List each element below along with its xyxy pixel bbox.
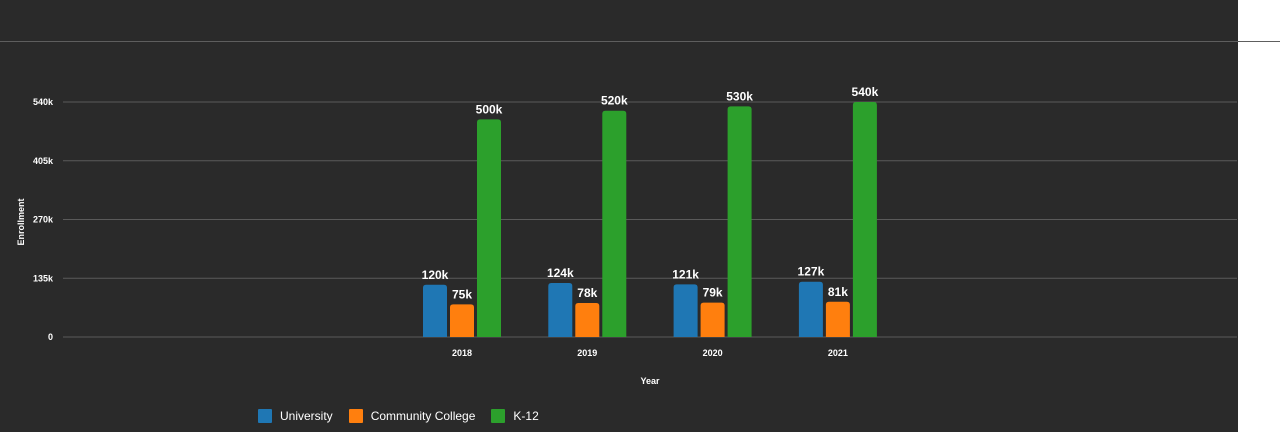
header-divider <box>0 41 1280 42</box>
bar <box>825 301 850 337</box>
data-label: 500k <box>476 102 503 116</box>
legend-item[interactable]: Community College <box>348 409 476 423</box>
x-tick-label: 2020 <box>703 348 723 358</box>
bar <box>477 119 501 337</box>
y-tick-label: 270k <box>33 215 54 225</box>
data-label: 520k <box>601 94 628 108</box>
y-tick-label: 135k <box>33 273 54 283</box>
legend-item[interactable]: University <box>258 409 333 423</box>
y-axis-title: Enrollment <box>16 198 26 245</box>
bar <box>602 110 627 337</box>
bar <box>450 304 474 337</box>
data-label: 121k <box>672 267 699 281</box>
bar <box>548 283 573 337</box>
bars <box>423 102 877 337</box>
bar <box>727 106 752 337</box>
legend-label: Community College <box>370 409 476 423</box>
y-tick-label: 540k <box>33 97 54 107</box>
x-tick-label: 2021 <box>828 348 848 358</box>
data-label: 124k <box>547 266 574 280</box>
x-tick-label: 2018 <box>452 348 472 358</box>
data-label: 540k <box>852 85 879 99</box>
bar <box>852 102 877 337</box>
x-axis-title: Year <box>640 376 660 386</box>
y-tick-label: 0 <box>48 332 53 342</box>
bar <box>423 284 447 337</box>
legend-swatch <box>348 409 363 423</box>
bar <box>673 284 698 337</box>
data-label: 78k <box>577 286 597 300</box>
legend-label: University <box>280 409 333 423</box>
y-tick-label: 405k <box>33 156 54 166</box>
data-label: 79k <box>703 286 723 300</box>
data-label: 120k <box>422 268 449 282</box>
data-label: 127k <box>798 265 825 279</box>
y-axis-ticks: 0 135k 270k 405k 540k <box>33 97 54 342</box>
legend-swatch <box>258 409 272 423</box>
legend-label: K-12 <box>513 409 539 423</box>
legend-swatch <box>491 409 506 423</box>
bar <box>700 302 725 337</box>
data-label: 81k <box>828 285 848 299</box>
legend-item[interactable]: K-12 <box>491 409 539 423</box>
data-label: 75k <box>452 287 472 301</box>
gridlines <box>63 101 1237 338</box>
bar <box>798 281 823 337</box>
x-tick-label: 2019 <box>577 348 597 358</box>
x-axis-ticks: 2018 2019 2020 2021 <box>452 348 848 358</box>
data-label: 530k <box>726 89 753 103</box>
bar <box>575 303 600 337</box>
legend: University Community College K-12 <box>258 407 555 425</box>
